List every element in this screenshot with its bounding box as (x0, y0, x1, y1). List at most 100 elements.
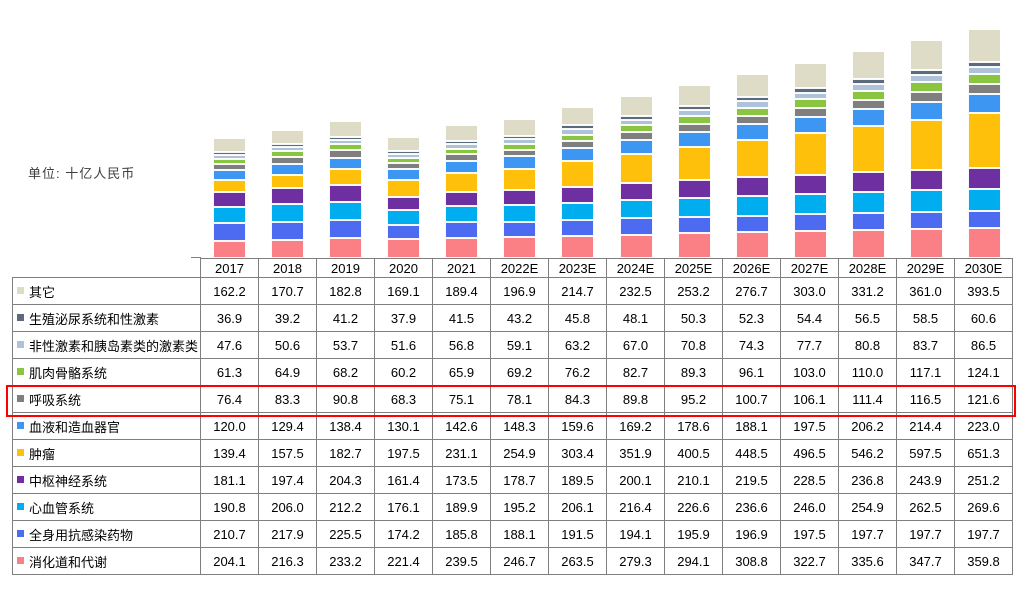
value-cell: 43.2 (490, 304, 549, 332)
value-cell: 226.6 (664, 493, 723, 521)
bar-segment (445, 140, 479, 145)
value-cell: 400.5 (664, 439, 723, 467)
bar-segment (852, 109, 886, 127)
stacked-bar-2030E (968, 28, 1002, 258)
table-header-row: 2017 2018 2019 2020 2021 2022E 2023E 2024E 2025E… (13, 258, 1013, 278)
legend-label: 中枢神经系统 (29, 473, 108, 489)
value-cell: 39.2 (258, 304, 317, 332)
value-cell: 106.1 (780, 385, 839, 413)
bar-segment (793, 133, 827, 175)
bar-column-2018 (258, 129, 316, 258)
value-cell: 80.8 (838, 331, 897, 359)
bar-segment (735, 195, 769, 216)
bar-segment (445, 160, 479, 173)
value-cell: 206.1 (548, 493, 607, 521)
value-cell: 37.9 (374, 304, 433, 332)
value-cell: 60.6 (954, 304, 1013, 332)
bar-segment (619, 153, 653, 184)
stacked-bar-2020 (386, 136, 420, 258)
bar-segment (619, 115, 653, 120)
value-cell: 48.1 (606, 304, 665, 332)
bar-segment (852, 191, 886, 214)
value-cell: 89.3 (664, 358, 723, 386)
bar-segment (386, 163, 420, 170)
bar-segment (270, 187, 304, 205)
bar-segment (386, 136, 420, 151)
value-cell: 173.5 (432, 466, 491, 494)
bar-segment (328, 219, 362, 239)
legend-label: 心血管系统 (29, 500, 95, 516)
year-header: 2024E (606, 258, 665, 278)
bar-segment (386, 180, 420, 197)
value-cell: 56.8 (432, 331, 491, 359)
value-cell: 90.8 (316, 385, 375, 413)
bar-segment (677, 123, 711, 132)
bar-segment (910, 101, 944, 120)
table-row: 呼吸系统 76.4 83.3 90.8 68.3 75.1 78.1 84.3 89.8 95.2… (12, 385, 1013, 413)
bar-segment (328, 169, 362, 185)
value-cell: 61.3 (200, 358, 259, 386)
bar-segment (793, 87, 827, 93)
value-cell: 361.0 (896, 277, 955, 305)
value-cell: 225.5 (316, 520, 375, 548)
value-cell: 262.5 (896, 493, 955, 521)
value-cell: 83.3 (258, 385, 317, 413)
value-cell: 239.5 (432, 547, 491, 575)
value-cell: 124.1 (954, 358, 1013, 386)
bar-segment (212, 170, 246, 181)
bar-segment (328, 201, 362, 220)
value-cell: 214.7 (548, 277, 607, 305)
bar-segment (793, 193, 827, 215)
table-row: 非性激素和胰岛素类的激素类 47.6 50.6 53.7 51.6 56.8 59.1 63.… (12, 331, 1013, 359)
legend-label: 其它 (29, 284, 56, 300)
table-row: 肌肉骨骼系统 61.3 64.9 68.2 60.2 65.9 69.2 76.2 82.7 89… (12, 358, 1013, 386)
value-cell: 89.8 (606, 385, 665, 413)
value-cell: 195.2 (490, 493, 549, 521)
value-cell: 269.6 (954, 493, 1013, 521)
value-cell: 197.5 (374, 439, 433, 467)
bar-segment (852, 99, 886, 110)
bar-segment (328, 150, 362, 158)
bar-segment (503, 119, 537, 136)
bar-segment (619, 183, 653, 201)
bar-segment (735, 124, 769, 140)
value-cell: 233.2 (316, 547, 375, 575)
year-header: 2026E (722, 258, 781, 278)
stacked-bar-2024E (619, 96, 653, 258)
value-cell: 546.2 (838, 439, 897, 467)
bar-column-2017 (200, 138, 258, 258)
bar-segment (386, 196, 420, 211)
bar-column-2026E (723, 73, 781, 258)
value-cell: 176.1 (374, 493, 433, 521)
value-cell: 54.4 (780, 304, 839, 332)
bar-column-2019 (316, 121, 374, 258)
value-cell: 116.5 (896, 385, 955, 413)
legend-label: 呼吸系统 (29, 392, 82, 408)
value-cell: 67.0 (606, 331, 665, 359)
value-cell: 251.2 (954, 466, 1013, 494)
bar-segment (328, 184, 362, 202)
value-cell: 185.8 (432, 520, 491, 548)
bar-segment (619, 125, 653, 133)
bar-segment (270, 204, 304, 222)
bar-segment (503, 237, 537, 258)
stacked-bar-2017 (212, 138, 246, 258)
bar-segment (968, 167, 1002, 189)
year-header: 2022E (490, 258, 549, 278)
stacked-bar-2018 (270, 129, 304, 258)
bar-column-2030E (956, 28, 1014, 258)
year-header: 2028E (838, 258, 897, 278)
stacked-bar-2029E (910, 40, 944, 258)
table-row: 其它 162.2 170.7 182.8 169.1 189.4 196.9 214.7 232… (12, 277, 1013, 305)
value-cell: 191.5 (548, 520, 607, 548)
value-cell: 65.9 (432, 358, 491, 386)
bar-segment (503, 221, 537, 238)
bar-segment (793, 174, 827, 194)
bar-segment (270, 151, 304, 157)
value-cell: 212.2 (316, 493, 375, 521)
value-cell: 335.6 (838, 547, 897, 575)
stacked-bar-2021 (445, 124, 479, 258)
value-cell: 50.6 (258, 331, 317, 359)
value-cell: 148.3 (490, 412, 549, 440)
